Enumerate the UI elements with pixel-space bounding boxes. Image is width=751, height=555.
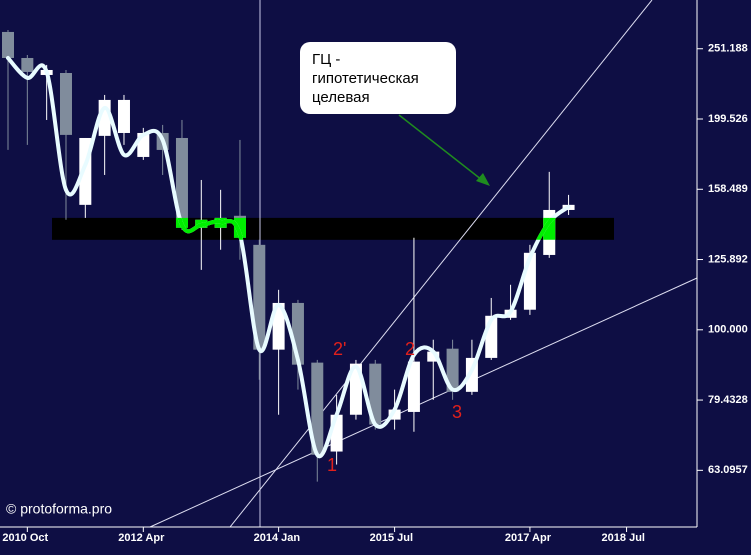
wave-label: 1 [327, 455, 337, 475]
arrow-head [476, 173, 490, 186]
candle-body [117, 99, 130, 133]
trend-line [229, 0, 653, 528]
x-tick-label: 2015 Jul [370, 532, 413, 544]
callout: ГЦ - гипотетическая целевая [300, 42, 490, 186]
callout-text: целевая [312, 89, 370, 106]
candle-highlight [233, 217, 246, 238]
y-tick-label: 199.526 [708, 113, 748, 125]
candle-body [175, 137, 188, 228]
wave-label: 2' [333, 339, 346, 359]
candle-body [369, 363, 382, 425]
target-zone [52, 217, 614, 240]
candle-body [446, 348, 459, 392]
callout-box [300, 42, 456, 114]
candle-body [2, 31, 14, 58]
x-tick-label: 2018 Jul [602, 532, 645, 544]
indicator-line-highlight [177, 217, 556, 240]
x-tick-label: 2014 Jan [254, 532, 301, 544]
y-tick-label: 158.489 [708, 183, 748, 195]
indicator-line [6, 55, 571, 459]
y-tick-label: 63.0957 [708, 464, 748, 476]
wave-label: 3 [452, 402, 462, 422]
candle-body [21, 57, 34, 72]
candle-body [407, 361, 420, 412]
candle-body [388, 409, 401, 420]
underlay [52, 217, 614, 240]
trend-line [149, 277, 698, 528]
y-tick-label: 100.000 [708, 324, 748, 336]
candle-body [427, 351, 440, 362]
callout-text: гипотетическая [312, 70, 419, 87]
x-tick-label: 2012 Apr [118, 532, 165, 544]
y-tick-label: 251.188 [708, 43, 748, 55]
x-tick-label: 2017 Apr [505, 532, 552, 544]
candle-body [311, 362, 324, 455]
x-tick-label: 2010 Oct [2, 532, 48, 544]
candle-body [59, 72, 72, 135]
y-tick-label: 79.4328 [708, 394, 748, 406]
callout-text: ГЦ - [312, 51, 340, 68]
callout-arrow [398, 114, 483, 181]
axis-panel [697, 0, 751, 555]
y-tick-label: 125.892 [708, 253, 748, 265]
wave-label: 2 [405, 339, 415, 359]
candle-body [272, 302, 285, 350]
candle-body [253, 244, 266, 350]
marks [2, 30, 575, 482]
copyright: © protoforma.pro [6, 501, 112, 517]
